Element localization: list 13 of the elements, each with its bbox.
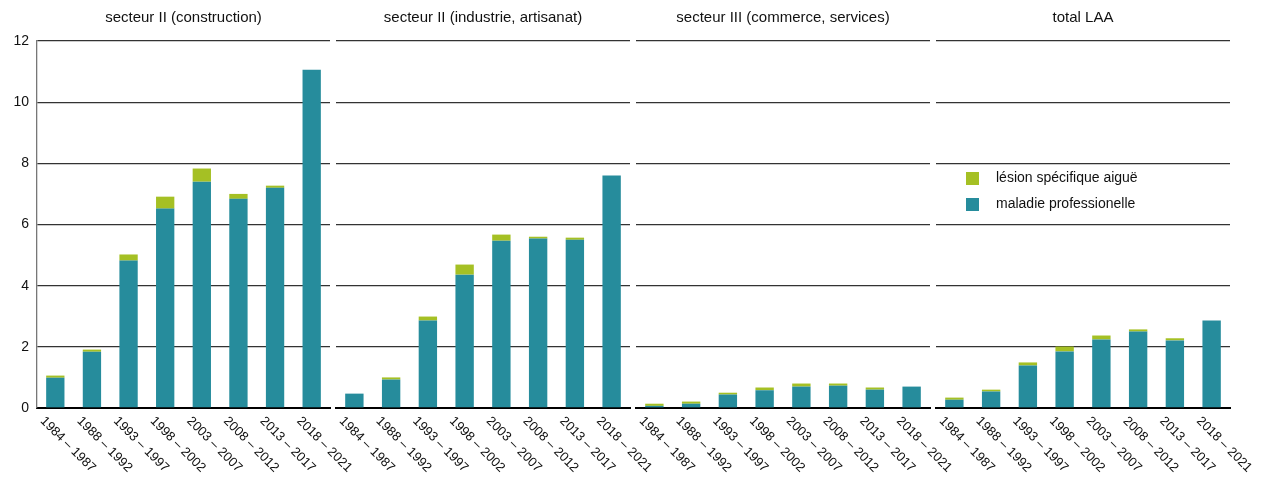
y-tick-label: 4 xyxy=(21,276,30,293)
y-tick-label: 8 xyxy=(21,154,30,171)
y-tick-label: 10 xyxy=(13,93,30,110)
y-tick-label: 0 xyxy=(21,398,30,415)
y-tick-label: 2 xyxy=(21,337,30,354)
legend-label: lésion spécifique aiguë xyxy=(996,168,1138,185)
chart-title: total LAA xyxy=(1052,8,1114,26)
legend-label: maladie professionelle xyxy=(996,194,1136,211)
chart-title: secteur II (construction) xyxy=(105,8,262,26)
y-tick-label: 12 xyxy=(13,31,30,48)
chart-title: secteur III (commerce, services) xyxy=(676,8,890,26)
chart-title: secteur II (industrie, artisanat) xyxy=(383,8,583,26)
y-tick-label: 6 xyxy=(21,215,30,232)
